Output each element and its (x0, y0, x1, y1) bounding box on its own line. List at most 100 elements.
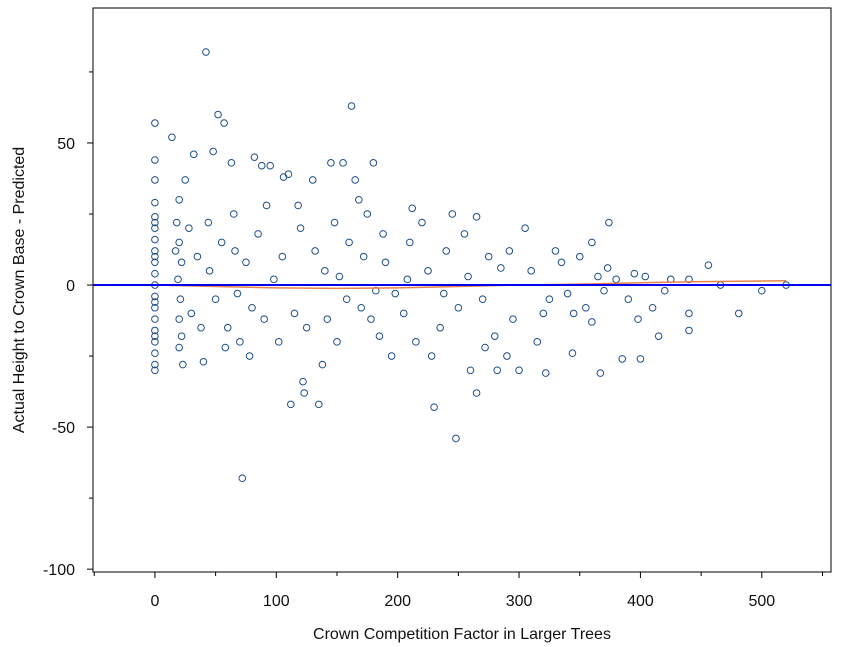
point (296, 224, 305, 233)
point (245, 352, 254, 360)
point (284, 170, 293, 179)
point (641, 272, 650, 281)
point (151, 349, 159, 358)
point (424, 267, 432, 275)
point (230, 210, 238, 218)
point (596, 369, 605, 377)
point (594, 272, 602, 281)
point (448, 210, 457, 218)
point (612, 275, 620, 284)
point (359, 252, 368, 261)
point (685, 275, 693, 284)
point (223, 323, 232, 332)
point (430, 403, 438, 412)
point (227, 159, 236, 167)
point (575, 252, 584, 261)
point (287, 400, 295, 409)
point (654, 332, 663, 340)
point (266, 161, 275, 170)
point (299, 377, 307, 386)
point (568, 349, 577, 358)
point (321, 267, 329, 275)
point (151, 360, 159, 369)
point (151, 366, 159, 375)
point (318, 360, 327, 369)
point (381, 258, 390, 267)
point (151, 176, 159, 184)
y-tick-label: -100 (43, 562, 75, 579)
point (369, 159, 378, 167)
point (347, 102, 356, 110)
y-axis-title: Actual Height to Crown Base - Predicted (11, 147, 28, 433)
point (648, 303, 657, 312)
point (221, 343, 230, 352)
point (442, 247, 451, 255)
point (294, 201, 302, 210)
point (357, 303, 366, 312)
point (403, 275, 412, 284)
point (330, 218, 339, 227)
point (527, 267, 535, 275)
point (151, 252, 159, 261)
point (339, 159, 347, 167)
y-tick-label: 50 (57, 136, 75, 153)
point (539, 309, 548, 318)
point (151, 292, 159, 301)
point (175, 315, 183, 323)
point (257, 161, 266, 170)
point (588, 318, 596, 326)
point (452, 434, 460, 443)
point (151, 258, 159, 267)
point (189, 150, 198, 159)
point (185, 224, 193, 233)
point (472, 389, 481, 397)
point (636, 355, 645, 363)
point (387, 352, 396, 360)
point (260, 315, 268, 323)
x-tick-label: 200 (384, 593, 411, 610)
point (704, 261, 713, 269)
point (308, 176, 317, 184)
point (685, 309, 693, 318)
point (660, 286, 669, 295)
point (231, 247, 239, 255)
point (151, 198, 159, 207)
point (406, 238, 414, 247)
point (248, 303, 256, 312)
point (199, 357, 208, 366)
point (314, 400, 323, 409)
x-axis-title: Crown Competition Factor in Larger Trees (313, 626, 611, 643)
x-tick-label: 100 (263, 593, 290, 610)
point (493, 366, 502, 375)
point (355, 195, 363, 204)
point (217, 238, 226, 247)
point (151, 326, 159, 335)
point (168, 133, 176, 142)
point (630, 269, 639, 278)
point (204, 218, 213, 227)
x-tick-label: 300 (506, 593, 533, 610)
point (175, 238, 183, 247)
point (484, 252, 493, 261)
point (497, 264, 505, 272)
point (151, 224, 159, 233)
point (175, 195, 183, 204)
point (151, 119, 159, 127)
point (391, 289, 400, 298)
point (172, 218, 181, 227)
point (466, 366, 475, 375)
point (541, 369, 550, 377)
point (758, 286, 766, 295)
point (503, 352, 511, 360)
point (551, 247, 560, 255)
point (509, 315, 517, 323)
point (151, 235, 159, 244)
point (176, 295, 185, 304)
point (436, 323, 444, 332)
point (460, 230, 469, 238)
point (335, 272, 344, 281)
point (379, 230, 387, 238)
point (367, 315, 375, 323)
point (533, 338, 542, 346)
